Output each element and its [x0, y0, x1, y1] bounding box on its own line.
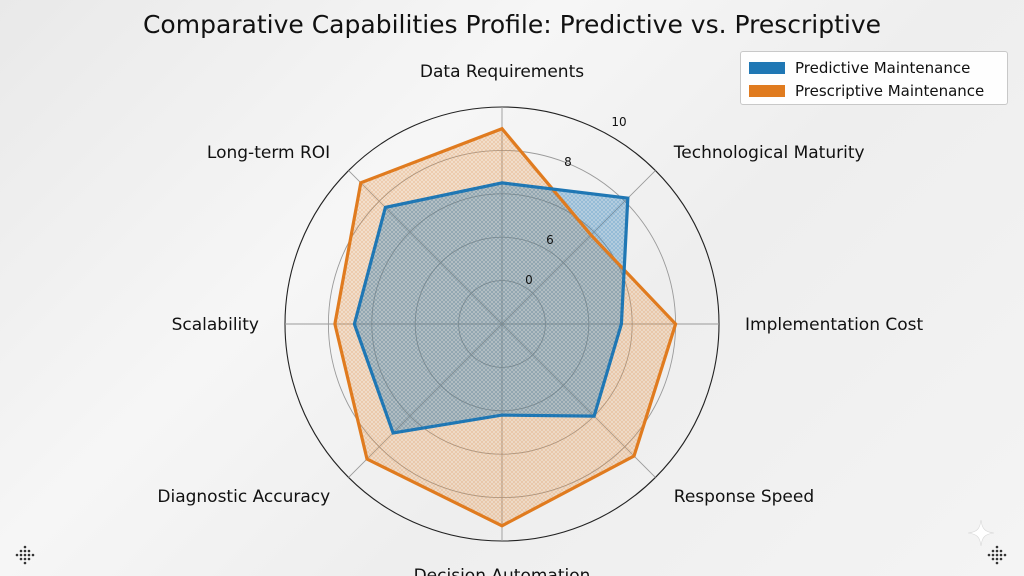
radial-tick-label: 10: [611, 115, 626, 129]
series-area-predictive: [354, 182, 628, 433]
legend-item-prescriptive: Prescriptive Maintenance: [749, 79, 999, 102]
radial-tick-labels: 0 6 8 10: [525, 115, 626, 287]
axis-label: Data Requirements: [420, 62, 584, 82]
chart-title: Comparative Capabilities Profile: Predic…: [142, 10, 882, 39]
axis-label: Implementation Cost: [745, 315, 924, 335]
radial-tick-label: 0: [525, 273, 533, 287]
radial-tick-label: 8: [564, 155, 572, 169]
dot-pattern-icon: [15, 545, 35, 565]
axis-label: Response Speed: [674, 487, 814, 507]
legend-label-predictive: Predictive Maintenance: [795, 58, 971, 77]
radial-tick-label: 6: [546, 233, 554, 247]
legend-swatch-predictive: [749, 61, 785, 74]
dot-pattern-icon: [987, 545, 1007, 565]
sparkle-icon: [967, 519, 995, 547]
axis-label: Technological Maturity: [673, 143, 865, 163]
legend-item-predictive: Predictive Maintenance: [749, 56, 999, 79]
radar-series: [333, 126, 678, 528]
axis-labels: Data Requirements Technological Maturity I…: [157, 62, 923, 576]
axis-label: Long-term ROI: [207, 143, 330, 163]
legend: Predictive Maintenance Prescriptive Main…: [740, 51, 1008, 105]
series-line-predictive: [352, 181, 630, 435]
legend-swatch-prescriptive: [749, 84, 785, 97]
axis-label: Diagnostic Accuracy: [157, 487, 330, 507]
axis-label: Scalability: [172, 315, 259, 335]
series-line-prescriptive: [333, 126, 678, 528]
axis-label: Decision Automation: [414, 566, 591, 576]
legend-label-prescriptive: Prescriptive Maintenance: [795, 81, 985, 100]
